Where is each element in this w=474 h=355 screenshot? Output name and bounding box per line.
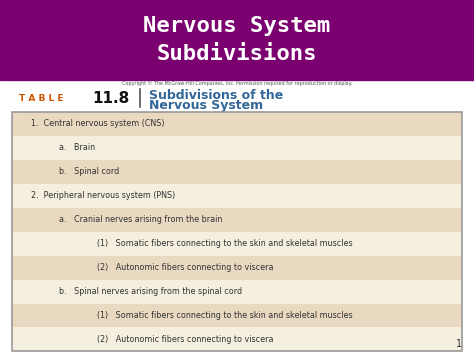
Text: 1.  Central nervous system (CNS): 1. Central nervous system (CNS) xyxy=(31,119,164,128)
Text: (2)   Autonomic fibers connecting to viscera: (2) Autonomic fibers connecting to visce… xyxy=(97,335,273,344)
Text: a.   Cranial nerves arising from the brain: a. Cranial nerves arising from the brain xyxy=(59,215,223,224)
Text: Nervous System: Nervous System xyxy=(143,16,331,37)
Text: Subdivisions of the: Subdivisions of the xyxy=(149,89,283,102)
Bar xyxy=(12,256,462,280)
Text: T A B L E: T A B L E xyxy=(19,94,64,103)
Bar xyxy=(12,184,462,208)
Bar xyxy=(12,112,462,351)
Text: Copyright © The McGraw-Hill Companies, Inc. Permission required for reproduction: Copyright © The McGraw-Hill Companies, I… xyxy=(122,81,352,86)
Text: Subdivisions: Subdivisions xyxy=(157,44,317,64)
Text: Nervous System: Nervous System xyxy=(149,99,264,112)
Bar xyxy=(12,112,462,136)
Text: 1: 1 xyxy=(456,339,462,349)
Text: 2.  Peripheral nervous system (PNS): 2. Peripheral nervous system (PNS) xyxy=(31,191,175,200)
Text: b.   Spinal cord: b. Spinal cord xyxy=(59,167,119,176)
Bar xyxy=(12,231,462,256)
Bar xyxy=(12,136,462,160)
Text: a.   Brain: a. Brain xyxy=(59,143,95,152)
Text: (1)   Somatic fibers connecting to the skin and skeletal muscles: (1) Somatic fibers connecting to the ski… xyxy=(97,311,353,320)
Bar xyxy=(12,304,462,327)
Bar xyxy=(12,327,462,351)
Text: (1)   Somatic fibers connecting to the skin and skeletal muscles: (1) Somatic fibers connecting to the ski… xyxy=(97,239,353,248)
Text: b.   Spinal nerves arising from the spinal cord: b. Spinal nerves arising from the spinal… xyxy=(59,287,242,296)
Bar xyxy=(12,280,462,304)
Text: (2)   Autonomic fibers connecting to viscera: (2) Autonomic fibers connecting to visce… xyxy=(97,263,273,272)
Text: 11.8: 11.8 xyxy=(92,91,130,106)
Bar xyxy=(0,0,474,80)
Bar xyxy=(12,208,462,231)
Bar xyxy=(12,160,462,184)
